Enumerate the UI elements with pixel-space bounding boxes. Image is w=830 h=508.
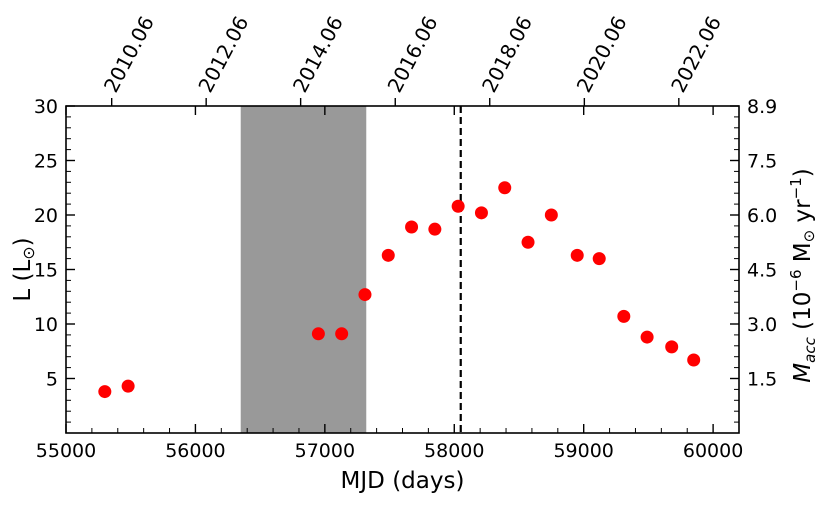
y-tick-label-right: 6.0 — [747, 205, 777, 227]
data-point — [451, 199, 465, 213]
x-tick-label: 56000 — [165, 440, 225, 462]
x-tick-label: 57000 — [295, 440, 355, 462]
x-tick-label: 58000 — [424, 440, 484, 462]
data-point — [592, 252, 606, 266]
plot-frame-layer — [65, 105, 740, 434]
top-tick-label: 2012.06 — [193, 12, 253, 96]
x-tick-label: 59000 — [553, 440, 613, 462]
y-tick-label-right: 3.0 — [747, 314, 777, 336]
data-point — [405, 220, 419, 234]
left-y-axis-label: L (L⊙) — [10, 237, 38, 301]
plot-frame — [65, 105, 740, 434]
y-tick-label-left: 5 — [46, 369, 58, 391]
top-tick-label: 2022.06 — [666, 12, 726, 96]
y-tick-label-right: 8.9 — [747, 96, 777, 118]
data-point — [121, 379, 135, 393]
data-point — [665, 340, 679, 354]
y-tick-label-left: 15 — [34, 260, 58, 282]
top-tick-label: 2018.06 — [477, 12, 537, 96]
top-tick-label: 2016.06 — [382, 12, 442, 96]
data-point — [358, 288, 372, 302]
data-point — [521, 235, 535, 249]
y-tick-label-left: 30 — [34, 96, 58, 118]
x-tick-label: 60000 — [683, 440, 743, 462]
right-y-axis-label: Macc (10−6 M⊙ yr−1) — [787, 168, 819, 382]
top-tick-label: 2010.06 — [99, 12, 159, 96]
data-point — [498, 181, 512, 195]
y-tick-label-right: 7.5 — [747, 151, 777, 173]
y-tick-label-left: 10 — [34, 314, 58, 336]
data-point — [687, 353, 701, 367]
data-point — [474, 206, 488, 220]
top-tick-label: 2020.06 — [572, 12, 632, 96]
axis-labels-layer: MJD (days) L (L⊙) Macc (10−6 M⊙ yr−1) — [10, 168, 819, 494]
data-point — [544, 208, 558, 222]
y-tick-label-right: 4.5 — [747, 260, 777, 282]
data-point — [617, 309, 631, 323]
data-point — [98, 385, 112, 399]
top-tick-label: 2014.06 — [288, 12, 348, 96]
y-tick-label-left: 25 — [34, 151, 58, 173]
x-axis-label: MJD (days) — [341, 468, 465, 494]
shaded-region — [240, 106, 367, 433]
ticks-layer: 55000 56000 57000 58000 59000 60000 5 10 15 20 25 3… — [34, 12, 777, 462]
x-tick-label: 55000 — [36, 440, 96, 462]
shaded-region-layer — [240, 106, 367, 433]
data-point — [335, 327, 349, 341]
y-tick-label-left: 20 — [34, 205, 58, 227]
y-tick-label-right: 1.5 — [747, 369, 777, 391]
data-point — [640, 330, 654, 344]
data-point — [428, 222, 442, 236]
points-layer — [98, 181, 701, 399]
data-point — [570, 248, 584, 262]
data-point — [311, 327, 325, 341]
data-point — [381, 248, 395, 262]
